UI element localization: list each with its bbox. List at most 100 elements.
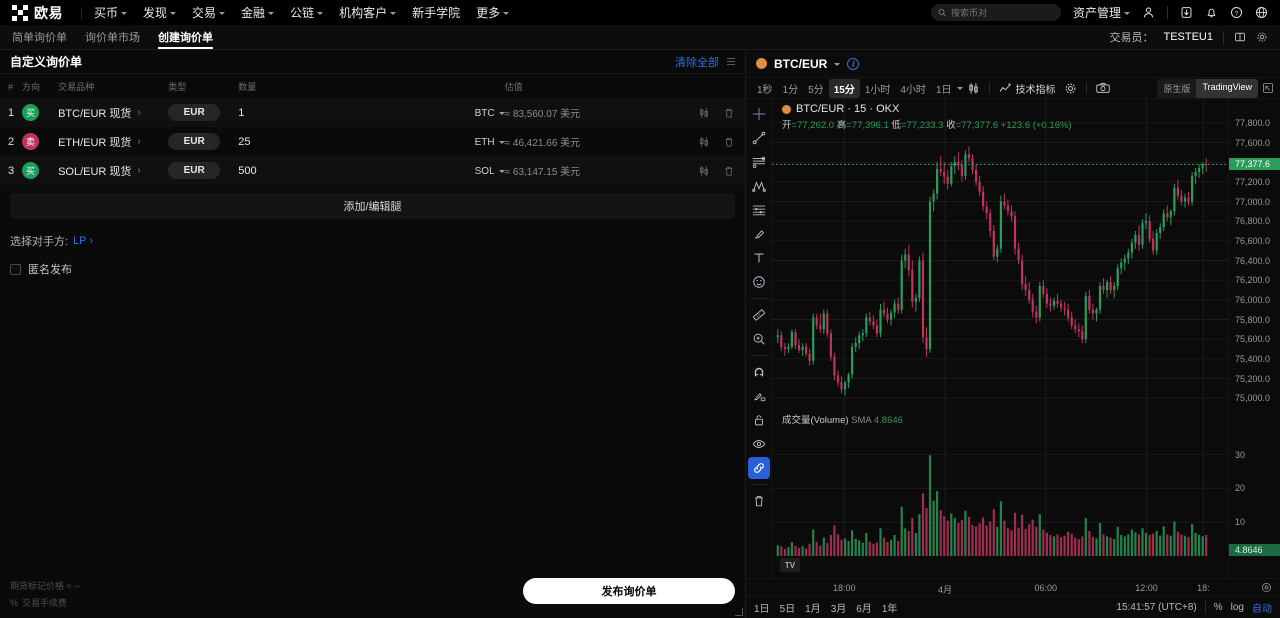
indicators-button[interactable]: 技术指标 [995,81,1060,96]
timeframe-1s[interactable]: 1秒 [757,84,773,96]
info-icon[interactable]: i [847,57,860,70]
quantity-input[interactable] [238,106,449,119]
currency-dropdown[interactable]: SOL [475,166,505,177]
layout-icon[interactable] [1234,31,1246,43]
range-1y[interactable]: 1年 [881,604,898,615]
tab-rfq-market[interactable]: 询价单市场 [85,32,140,44]
delete-drawings-icon[interactable] [748,490,770,512]
horizontal-lines-icon[interactable] [748,151,770,173]
auto-scale-toggle[interactable]: 自动 [1252,604,1272,615]
log-scale-toggle[interactable]: log [1230,602,1244,613]
brush-icon[interactable] [748,223,770,245]
chevron-down-icon[interactable] [956,87,963,90]
globe-icon[interactable] [1255,6,1268,19]
user-icon[interactable] [1142,6,1155,19]
percent-scale-toggle[interactable]: % [1213,602,1223,613]
currency-dropdown[interactable]: ETH [475,137,505,148]
type-pill[interactable]: EUR [168,104,221,121]
zoom-in-icon[interactable] [748,328,770,350]
tab-create-rfq[interactable]: 创建询价单 [158,25,213,49]
brand-logo[interactable]: 欧易 [12,3,63,23]
emoji-icon[interactable] [748,271,770,293]
range-1m[interactable]: 1月 [805,604,821,615]
tradingview-logo-icon[interactable]: TV [780,558,800,572]
gear-icon[interactable] [1256,31,1268,43]
counterparty-selector[interactable]: LP › [73,235,93,247]
search-input[interactable] [950,7,1054,18]
instrument-selector[interactable]: SOL/EUR 现货 › [58,163,168,179]
timeframe-4h[interactable]: 4小时 [900,84,926,96]
drag-handle-icon[interactable] [727,58,735,65]
nav-item-chain[interactable]: 公链 [290,4,324,21]
bell-icon[interactable] [1205,6,1218,19]
range-5d[interactable]: 5日 [779,604,796,615]
nav-item-finance[interactable]: 金融 [241,4,275,21]
candlestick-chart-icon[interactable] [698,165,710,177]
snapshot-camera-icon[interactable] [1092,82,1114,94]
text-tool-icon[interactable] [748,247,770,269]
magnet-icon[interactable] [748,361,770,383]
quantity-input[interactable] [238,164,449,177]
direction-badge-buy[interactable]: 买 [22,104,40,121]
delete-row-icon[interactable] [723,136,735,148]
download-icon[interactable] [1180,6,1193,19]
publish-rfq-button[interactable]: 发布询价单 [523,578,735,604]
tab-simple-rfq[interactable]: 简单询价单 [12,32,67,44]
currency-dropdown[interactable]: BTC [475,108,505,119]
nav-item-trade[interactable]: 交易 [192,4,226,21]
candlestick-chart-icon[interactable] [698,136,710,148]
chart-engine-native[interactable]: 原生版 [1163,83,1191,94]
direction-badge-sell[interactable]: 卖 [22,133,40,150]
chart-type-icon[interactable] [963,82,984,95]
timeframe-1h[interactable]: 1小时 [864,84,891,96]
type-pill[interactable]: EUR [168,133,221,150]
add-edit-leg-button[interactable]: 添加/编辑腿 [10,193,735,219]
timeframe-15m[interactable]: 15分 [828,78,860,98]
nav-item-institutional[interactable]: 机构客户 [339,4,397,21]
assets-management-menu[interactable]: 资产管理 [1073,4,1130,21]
chevron-down-icon[interactable] [834,62,841,66]
instrument-selector[interactable]: BTC/EUR 现货 › [58,105,168,121]
plot-wrapper[interactable]: BTC/EUR · 15 · OKX 开=77,262.0 高=77,396.1… [772,99,1228,578]
fullscreen-icon[interactable] [1262,82,1274,94]
pitchfork-icon[interactable] [748,175,770,197]
range-1d[interactable]: 1日 [754,604,770,615]
time-axis-settings-icon[interactable] [1261,582,1272,595]
candlestick-chart-icon[interactable] [698,107,710,119]
direction-badge-buy[interactable]: 买 [22,162,40,179]
range-6m[interactable]: 6月 [856,604,872,615]
nav-item-more[interactable]: 更多 [476,4,510,21]
timeframe-5m[interactable]: 5分 [808,84,824,96]
clear-all-button[interactable]: 清除全部 [675,56,719,69]
nav-item-discover[interactable]: 发现 [143,4,177,21]
timeframe-1d[interactable]: 1日 [935,84,952,96]
instrument-selector[interactable]: ETH/EUR 现货 › [58,134,168,150]
fibonacci-icon[interactable] [748,199,770,221]
nav-item-buy-crypto[interactable]: 买币 [94,4,128,21]
chart-engine-tradingview[interactable]: TradingView [1196,78,1258,98]
delete-row-icon[interactable] [723,107,735,119]
crosshair-icon[interactable] [748,103,770,125]
sync-drawings-link-icon[interactable] [747,457,770,479]
eye-visibility-icon[interactable] [748,433,770,455]
search-box[interactable] [930,4,1061,21]
delete-row-icon[interactable] [723,165,735,177]
trend-line-icon[interactable] [748,127,770,149]
price-axis[interactable]: 77,800.0 77,600.0 77,200.0 77,000.0 76,800.0… [1228,99,1280,578]
timeframe-1m[interactable]: 1分 [782,84,799,96]
btc-coin-icon [756,58,767,69]
range-3m[interactable]: 3月 [830,604,847,615]
candlestick-plot[interactable] [772,99,1228,578]
nav-item-academy[interactable]: 新手学院 [412,4,460,21]
lock-icon[interactable] [748,409,770,431]
time-axis[interactable]: 18:00 4月 06:00 12:00 18: [746,578,1280,596]
chart-settings-gear-icon[interactable] [1060,82,1081,95]
anonymous-checkbox[interactable] [10,263,21,275]
type-pill[interactable]: EUR [168,162,221,179]
resize-handle[interactable] [735,608,743,616]
ruler-icon[interactable] [748,304,770,326]
help-icon[interactable]: ? [1230,6,1243,19]
quantity-input[interactable] [238,135,449,148]
col-quantity: 数量 [238,82,257,92]
draw-mode-lock-icon[interactable] [748,385,770,407]
